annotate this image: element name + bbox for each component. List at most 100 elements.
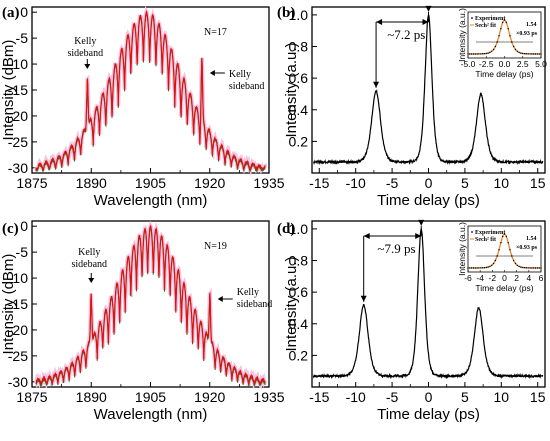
inset-data-point xyxy=(467,53,469,55)
inset-data-point xyxy=(481,267,484,269)
inset-data-point xyxy=(503,19,506,21)
inset-data-point xyxy=(527,53,529,55)
x-axis-title: Wavelength (nm) xyxy=(94,192,208,209)
inset-data-point xyxy=(536,53,539,55)
x-tick-label: 1935 xyxy=(253,389,284,405)
spectrum-trace-red xyxy=(35,224,266,386)
separation-arrowhead-right xyxy=(422,19,429,25)
y-tick-label: -5 xyxy=(16,30,29,46)
inset-data-point xyxy=(478,53,480,55)
inset-data-point xyxy=(522,52,524,55)
inset-note-factor: 1.54 xyxy=(526,236,537,242)
x-axis-title: Time delay (ps) xyxy=(377,192,480,209)
inset-data-point xyxy=(514,48,517,51)
inset-note-factor: 1.54 xyxy=(526,22,537,28)
inset-data-point xyxy=(516,50,518,52)
inset-data-point xyxy=(523,267,526,269)
x-axis-title: Wavelength (nm) xyxy=(94,406,208,423)
inset: -6 -4 -2 0 2 4 6 Time delay (ps) Intensity (a.u.… xyxy=(457,222,544,293)
inset-x-tick-label: 4 xyxy=(526,273,531,283)
y-tick-label: 0.2 xyxy=(289,347,309,363)
panel-0: 1875 1890 1905 1920 1935 0 -5 -10 -15 -20 -25 -30 Wa… xyxy=(0,4,285,209)
inset-x-tick-label: 0 xyxy=(502,273,507,283)
plot-frame xyxy=(31,220,270,388)
inset-data-point xyxy=(492,262,495,265)
y-tick-label: 0 xyxy=(20,4,28,20)
kelly-arrowhead-left xyxy=(84,64,91,69)
inset-data-point xyxy=(494,259,497,262)
inset-data-point xyxy=(518,265,520,268)
inset-x-tick-label: 5.0 xyxy=(535,59,547,69)
inset-data-point xyxy=(538,267,540,269)
inset-data-point xyxy=(520,52,522,54)
y-tick-label: -30 xyxy=(8,374,28,390)
y-axis-title: Intensity (dBm) xyxy=(0,40,17,141)
inset-x-tick-label: 0.0 xyxy=(499,59,511,69)
inset-data-point xyxy=(480,267,482,269)
inset-data-point xyxy=(520,266,522,268)
kelly-arrowhead-right xyxy=(217,296,223,302)
x-tick-label: -5 xyxy=(386,175,399,191)
y-tick-label: 0.4 xyxy=(289,102,309,118)
y-tick-label: 0.8 xyxy=(289,253,309,269)
y-tick-label: 0 xyxy=(20,218,28,234)
inset-data-point xyxy=(518,51,520,54)
inset-note-width: ×0.93 ps xyxy=(516,245,538,251)
inset-data-point xyxy=(489,51,491,54)
inset-data-point xyxy=(516,264,518,266)
y-tick-label: -25 xyxy=(8,348,28,364)
x-tick-label: 15 xyxy=(530,389,546,405)
y-tick-label: 1.0 xyxy=(289,221,309,237)
spectrum-halo xyxy=(34,220,267,390)
inset-x-title: Time delay (ps) xyxy=(475,283,533,293)
x-tick-label: 1890 xyxy=(76,175,107,191)
x-tick-label: 0 xyxy=(425,175,433,191)
annotation-sideband-right: sideband xyxy=(237,299,273,310)
inset-data-point xyxy=(481,53,484,55)
inset-note-width: ×0.93 ps xyxy=(516,31,538,37)
inset-data-point xyxy=(533,53,535,55)
inset-data-point xyxy=(529,267,531,269)
inset-data-point xyxy=(487,266,489,268)
annotation-sideband-left: sideband xyxy=(68,48,104,59)
inset-data-point xyxy=(500,242,502,244)
x-tick-label: 1905 xyxy=(135,175,166,191)
panel-label: (a) xyxy=(2,5,20,21)
y-tick-label: -20 xyxy=(8,322,28,338)
inset-data-point xyxy=(525,267,528,269)
inset-data-point xyxy=(472,267,475,269)
inset-x-tick-label: 6 xyxy=(539,273,544,283)
panel-2: 1875 1890 1905 1920 1935 0 -5 -10 -15 -20 -25 -30 Wa… xyxy=(0,218,285,423)
y-tick-label: -10 xyxy=(8,270,28,286)
separation-arrowhead-left xyxy=(376,19,383,25)
y-tick-label: -25 xyxy=(8,134,28,150)
annotation-kelly-left: Kelly xyxy=(74,36,96,47)
inset-data-point xyxy=(476,53,478,55)
x-tick-label: 1875 xyxy=(16,389,47,405)
inset-data-point xyxy=(538,53,540,55)
x-tick-label: 0 xyxy=(425,389,433,405)
y-tick-label: 0.4 xyxy=(289,316,309,332)
y-tick-label: -15 xyxy=(8,82,28,98)
y-tick-label: -30 xyxy=(8,160,28,176)
x-tick-label: -15 xyxy=(309,175,329,191)
inset-data-point xyxy=(498,249,500,251)
kelly-arrowhead-right xyxy=(209,70,215,76)
inset-x-tick-label: -2.5 xyxy=(479,59,494,69)
y-tick-label: -5 xyxy=(16,244,29,260)
y-axis-title: Intensity (a.u.) xyxy=(283,42,300,137)
inset-data-point xyxy=(487,52,489,54)
separation-label: ~7.2 ps xyxy=(387,27,425,42)
inset-data-point xyxy=(500,28,502,30)
x-tick-label: 10 xyxy=(494,389,510,405)
inset-legend-fit: Sech² fit xyxy=(475,23,496,29)
annotation-sideband-left: sideband xyxy=(71,259,107,270)
peak-pointer-head xyxy=(425,5,432,12)
annotation-kelly-left: Kelly xyxy=(78,247,100,258)
y-tick-label: 0.6 xyxy=(289,70,309,86)
x-tick-label: 1935 xyxy=(253,175,284,191)
inset-data-point xyxy=(470,267,473,269)
inset-data-point xyxy=(505,235,507,238)
inset-data-point xyxy=(502,235,504,238)
